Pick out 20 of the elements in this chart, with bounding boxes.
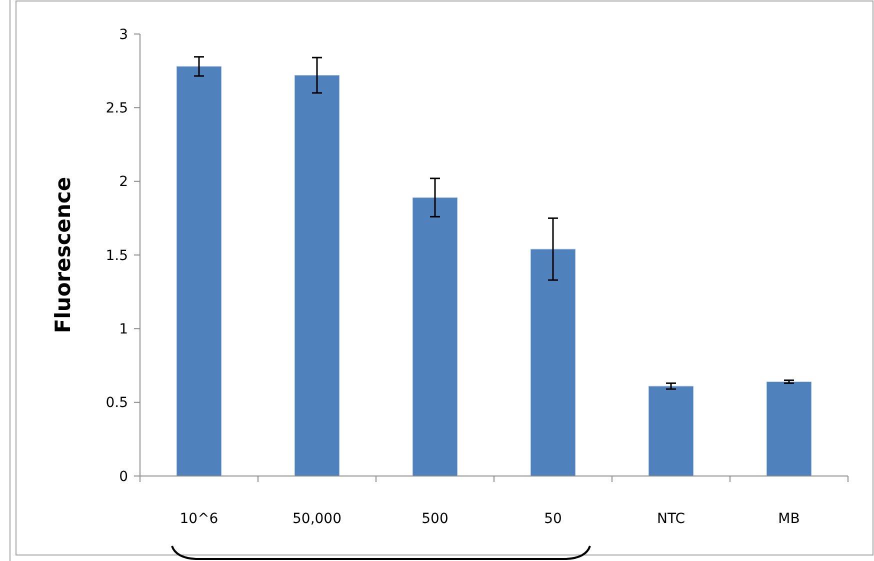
y-axis-title: Fluorescence <box>51 176 75 334</box>
bar <box>294 75 340 476</box>
x-tick-label: 50 <box>544 511 562 527</box>
y-tick-label: 2.5 <box>106 100 128 117</box>
y-tick-label: 3 <box>119 26 128 43</box>
y-tick-label: 0 <box>119 468 128 485</box>
bar <box>412 197 458 476</box>
bar <box>766 381 812 476</box>
bar <box>530 248 576 476</box>
y-tick-label: 2 <box>119 174 128 190</box>
y-tick-label: 0.5 <box>106 395 128 412</box>
bar <box>176 66 222 476</box>
x-tick-label: 10^6 <box>180 511 218 527</box>
y-tick-label: 1 <box>119 322 128 338</box>
x-tick-label: 50,000 <box>292 511 342 527</box>
y-tick-label: 1.5 <box>106 248 128 264</box>
bar <box>648 386 694 476</box>
x-tick-label: 500 <box>422 511 448 527</box>
x-tick-label: NTC <box>657 511 686 527</box>
x-tick-label: MB <box>778 511 800 527</box>
